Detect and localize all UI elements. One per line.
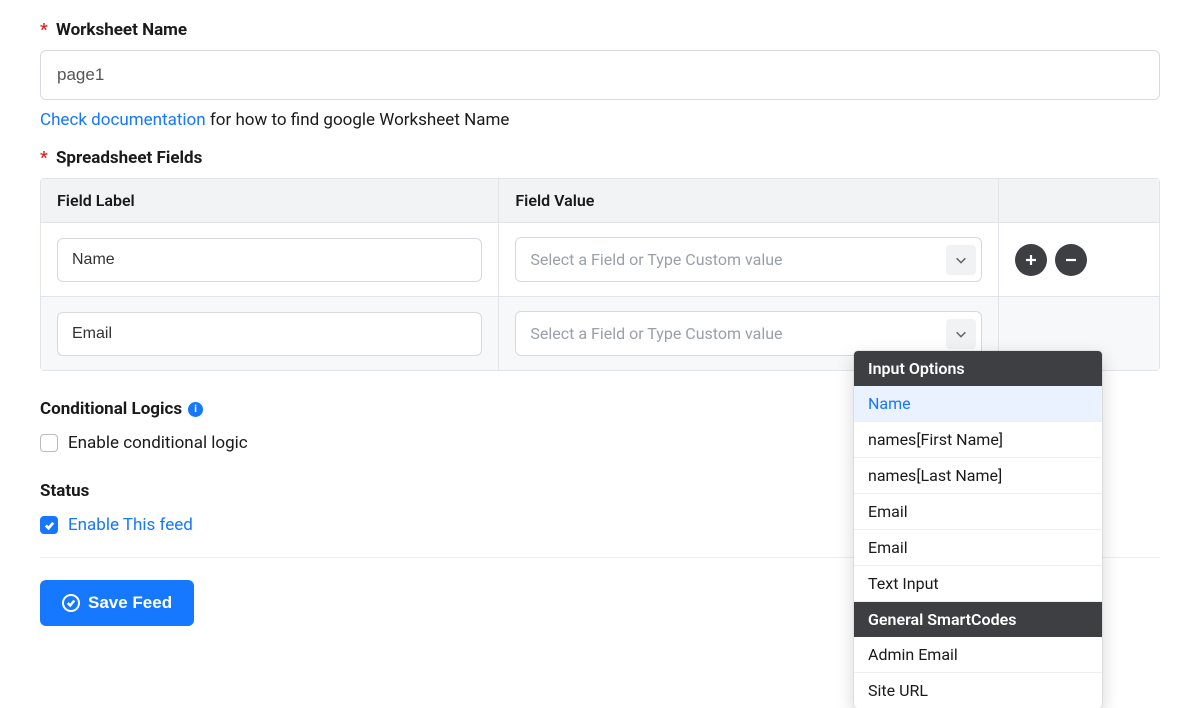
- worksheet-helper-text: Check documentation for how to find goog…: [40, 110, 1160, 130]
- info-icon[interactable]: i: [188, 402, 203, 417]
- table-header-row: Field Label Field Value: [41, 179, 1159, 223]
- spreadsheet-fields-group: * Spreadsheet Fields Field Label Field V…: [40, 148, 1160, 371]
- field-value-select[interactable]: Select a Field or Type Custom value: [515, 311, 982, 356]
- conditional-logic-checkbox[interactable]: [40, 434, 58, 452]
- worksheet-name-input[interactable]: [40, 50, 1160, 100]
- dropdown-item[interactable]: Text Input: [854, 566, 1102, 602]
- chevron-down-icon[interactable]: [946, 245, 976, 275]
- dropdown-item[interactable]: Admin Email: [854, 637, 1102, 673]
- field-label-input[interactable]: [57, 238, 482, 282]
- status-checkbox-label: Enable This feed: [68, 515, 193, 535]
- save-feed-button[interactable]: Save Feed: [40, 580, 194, 626]
- worksheet-helper-tail: for how to find google Worksheet Name: [206, 110, 510, 130]
- field-label-input[interactable]: [57, 312, 482, 356]
- dropdown-item[interactable]: names[First Name]: [854, 422, 1102, 458]
- dropdown-item[interactable]: Name: [854, 386, 1102, 422]
- spreadsheet-fields-label-text: Spreadsheet Fields: [56, 148, 202, 168]
- field-value-cell: Select a Field or Type Custom valueInput…: [499, 297, 999, 370]
- header-field-value: Field Value: [499, 179, 999, 222]
- check-documentation-link[interactable]: Check documentation: [40, 110, 206, 130]
- table-row: Select a Field or Type Custom valueInput…: [41, 297, 1159, 370]
- status-heading-text: Status: [40, 481, 89, 501]
- field-label-cell: [41, 297, 499, 370]
- header-field-label: Field Label: [41, 179, 499, 222]
- dropdown-item[interactable]: Site URL: [854, 673, 1102, 708]
- check-circle-icon: [62, 594, 80, 612]
- required-star: *: [40, 20, 48, 40]
- conditional-logics-heading-text: Conditional Logics: [40, 399, 182, 419]
- remove-row-button[interactable]: [1055, 244, 1087, 276]
- dropdown-item[interactable]: Email: [854, 494, 1102, 530]
- worksheet-name-label: * Worksheet Name: [40, 20, 1160, 40]
- spreadsheet-fields-label: * Spreadsheet Fields: [40, 148, 1160, 168]
- field-value-cell: Select a Field or Type Custom value: [499, 223, 999, 296]
- table-row: Select a Field or Type Custom value: [41, 223, 1159, 297]
- required-star: *: [40, 148, 48, 168]
- dropdown-group-header: General SmartCodes: [854, 602, 1102, 637]
- add-row-button[interactable]: [1015, 244, 1047, 276]
- dropdown-item[interactable]: names[Last Name]: [854, 458, 1102, 494]
- dropdown-item[interactable]: Email: [854, 530, 1102, 566]
- field-value-placeholder[interactable]: Select a Field or Type Custom value: [515, 311, 982, 356]
- header-actions: [999, 179, 1159, 222]
- save-feed-button-label: Save Feed: [88, 593, 172, 613]
- field-label-cell: [41, 223, 499, 296]
- worksheet-name-label-text: Worksheet Name: [56, 20, 187, 40]
- worksheet-name-group: * Worksheet Name Check documentation for…: [40, 20, 1160, 130]
- status-checkbox[interactable]: [40, 516, 58, 534]
- field-value-dropdown[interactable]: Input OptionsNamenames[First Name]names[…: [854, 351, 1102, 708]
- row-actions-cell: [999, 223, 1159, 296]
- spreadsheet-fields-table: Field Label Field Value Select a Field o…: [40, 178, 1160, 371]
- dropdown-group-header: Input Options: [854, 351, 1102, 386]
- field-value-placeholder[interactable]: Select a Field or Type Custom value: [515, 237, 982, 282]
- conditional-logic-checkbox-label: Enable conditional logic: [68, 433, 248, 453]
- field-value-select[interactable]: Select a Field or Type Custom value: [515, 237, 982, 282]
- chevron-down-icon[interactable]: [946, 319, 976, 349]
